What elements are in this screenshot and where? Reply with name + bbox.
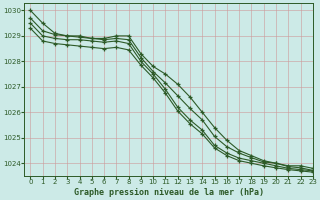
X-axis label: Graphe pression niveau de la mer (hPa): Graphe pression niveau de la mer (hPa) xyxy=(74,188,263,197)
